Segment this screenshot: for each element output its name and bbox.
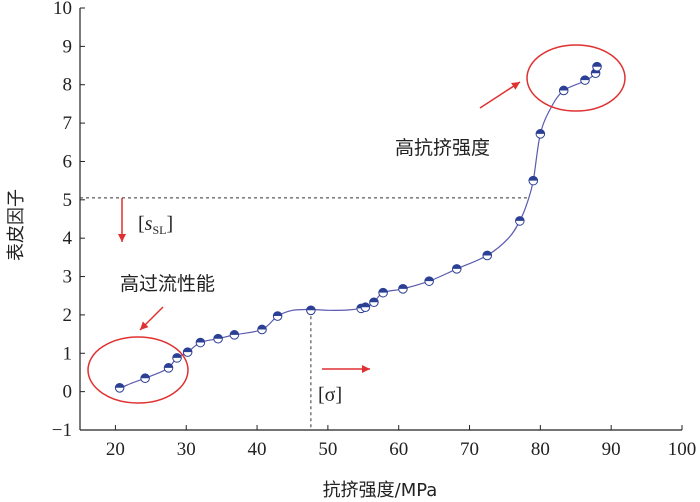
data-point-fill	[257, 325, 267, 330]
data-point	[592, 61, 602, 72]
data-point-fill	[559, 86, 569, 91]
data-point-fill	[140, 373, 150, 379]
x-tick-label: 100	[668, 439, 697, 460]
data-point-fill	[369, 297, 379, 303]
y-tick-label: 2	[63, 305, 73, 326]
x-tick-label: 60	[389, 439, 408, 460]
data-point	[213, 333, 223, 344]
high-flow-label: 高过流性能	[120, 273, 215, 295]
ssl-open-bracket: [	[138, 213, 145, 235]
ssl-symbol: s	[145, 213, 153, 235]
data-point-fill	[361, 302, 370, 308]
data-point	[182, 347, 193, 357]
data-point	[360, 302, 371, 313]
data-point-fill	[230, 330, 239, 335]
data-point-fill	[172, 353, 182, 358]
y-tick-label: 3	[63, 267, 73, 288]
y-tick-label: 1	[63, 343, 73, 364]
sigma-label: [σ]	[318, 384, 342, 406]
ssl-close-bracket: ]	[166, 213, 173, 235]
fit-curve	[116, 66, 598, 391]
y-tick-label: 0	[63, 382, 73, 403]
data-point	[195, 337, 206, 348]
y-tick-label: 9	[63, 36, 73, 57]
threshold-guides	[80, 197, 527, 430]
x-tick-label: 80	[531, 439, 550, 460]
data-point-fill	[378, 288, 388, 293]
data-point-fill	[536, 129, 545, 134]
data-point	[558, 85, 569, 96]
y-tick-label: 5	[63, 190, 73, 211]
ssl-down-arrow-head	[118, 234, 126, 242]
x-tick-label: 50	[318, 439, 337, 460]
data-point	[229, 330, 240, 340]
data-point	[369, 297, 379, 308]
data-point-fill	[515, 216, 525, 221]
ssl-down-arrow	[118, 198, 126, 242]
data-point	[424, 276, 434, 286]
data-point-fill	[528, 176, 538, 181]
y-tick-label: 7	[63, 113, 73, 134]
data-point-fill	[183, 347, 192, 353]
data-point-fill	[398, 284, 408, 289]
high-flow-ellipse	[87, 336, 189, 404]
sigma-right-arrow	[322, 365, 370, 373]
data-point	[272, 311, 283, 321]
y-axis-title: 表皮因子	[6, 189, 27, 261]
data-point-fill	[592, 62, 602, 67]
highlights	[87, 44, 626, 404]
data-point-fill	[580, 75, 590, 81]
data-point-fill	[482, 251, 492, 256]
data-point-fill	[213, 334, 223, 339]
data-points	[114, 61, 602, 393]
y-tick-label: −1	[52, 420, 72, 441]
data-point	[580, 75, 590, 85]
data-point-fill	[115, 383, 124, 388]
y-tick-label: 8	[63, 75, 73, 96]
high-strength-arrow-head	[511, 82, 520, 90]
x-axis-title: 抗挤强度/MPa	[323, 480, 438, 501]
data-point	[451, 264, 462, 274]
data-point-fill	[196, 338, 205, 343]
x-tick-label: 70	[460, 439, 479, 460]
sigma-right-arrow-head	[362, 365, 370, 373]
data-point	[306, 305, 316, 316]
data-point-fill	[164, 363, 173, 368]
high-flow-arrow	[139, 306, 164, 331]
data-point	[515, 216, 525, 226]
tick-marks	[80, 7, 683, 431]
axes	[79, 8, 682, 431]
data-point-fill	[306, 306, 316, 311]
data-point	[482, 250, 493, 261]
ssl-label: [sSL]	[138, 213, 173, 237]
high-flow-arrow-head	[140, 321, 149, 330]
data-point	[535, 129, 546, 139]
data-point	[172, 353, 182, 363]
data-point	[140, 373, 150, 384]
y-tick-label: 10	[53, 0, 72, 19]
tick-labels: 20 30 40 50 60 70 80 90 100 −1 0 1 2 3 4 5 6 7 8 9 10	[52, 0, 696, 460]
data-point	[528, 175, 539, 186]
x-tick-label: 40	[248, 439, 267, 460]
data-point	[257, 324, 267, 335]
y-tick-label: 6	[63, 151, 73, 172]
x-tick-label: 30	[177, 439, 196, 460]
x-tick-label: 20	[106, 439, 125, 460]
data-point-fill	[273, 311, 282, 317]
data-point	[114, 383, 125, 393]
data-point	[398, 284, 408, 294]
x-tick-label: 90	[602, 439, 621, 460]
data-point-fill	[424, 276, 434, 282]
high-strength-label: 高抗挤强度	[395, 137, 490, 159]
high-strength-ellipse	[526, 44, 626, 112]
y-tick-label: 4	[63, 228, 73, 249]
high-strength-arrow	[479, 81, 521, 109]
data-point	[163, 363, 174, 373]
data-point	[378, 287, 388, 298]
ssl-subscript: SL	[152, 223, 166, 237]
data-point-fill	[452, 264, 462, 269]
